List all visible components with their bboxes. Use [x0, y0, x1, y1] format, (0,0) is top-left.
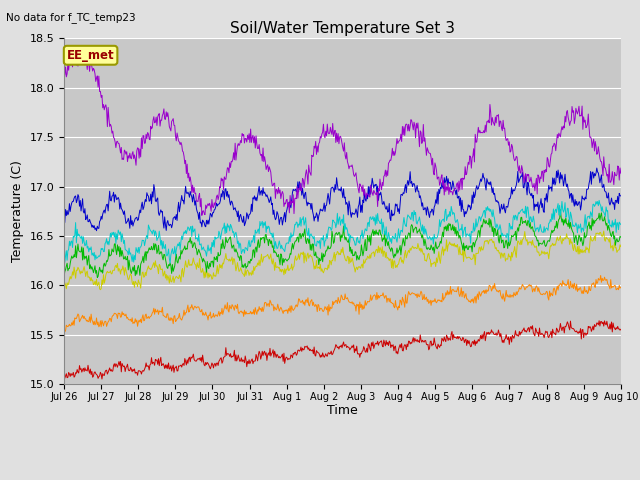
- Line: -8cm: -8cm: [64, 276, 621, 332]
- Line: +64cm: +64cm: [64, 46, 621, 216]
- +8cm: [595, 197, 603, 203]
- Y-axis label: Temperature (C): Temperature (C): [11, 160, 24, 262]
- +8cm: [127, 254, 135, 260]
- Title: Soil/Water Temperature Set 3: Soil/Water Temperature Set 3: [230, 21, 455, 36]
- Text: No data for f_TC_temp23: No data for f_TC_temp23: [6, 12, 136, 23]
- +16cm: [593, 165, 600, 171]
- +8cm: [70, 234, 78, 240]
- +2cm: [214, 250, 222, 255]
- -2cm: [617, 244, 625, 250]
- +2cm: [60, 275, 68, 280]
- +8cm: [214, 235, 221, 240]
- Line: +16cm: +16cm: [64, 168, 621, 231]
- -2cm: [60, 282, 68, 288]
- -2cm: [214, 271, 222, 276]
- +2cm: [557, 207, 564, 213]
- Line: +8cm: +8cm: [64, 200, 621, 264]
- +2cm: [93, 275, 101, 280]
- +2cm: [70, 252, 78, 258]
- Line: -16cm: -16cm: [64, 321, 621, 379]
- -16cm: [60, 374, 68, 380]
- -2cm: [600, 228, 607, 234]
- -16cm: [428, 338, 435, 344]
- +64cm: [215, 193, 223, 199]
- -8cm: [411, 291, 419, 297]
- -16cm: [185, 356, 193, 361]
- +16cm: [70, 195, 78, 201]
- -2cm: [185, 257, 193, 263]
- -8cm: [428, 302, 435, 308]
- -2cm: [97, 287, 104, 293]
- +16cm: [411, 183, 419, 189]
- -8cm: [128, 315, 136, 321]
- -2cm: [128, 279, 136, 285]
- -2cm: [70, 264, 78, 270]
- X-axis label: Time: Time: [327, 405, 358, 418]
- -16cm: [70, 374, 78, 380]
- +16cm: [185, 191, 193, 196]
- +8cm: [184, 224, 192, 230]
- +2cm: [428, 242, 435, 248]
- +64cm: [70, 55, 78, 61]
- +64cm: [185, 170, 193, 176]
- -16cm: [98, 376, 106, 382]
- +2cm: [185, 239, 193, 244]
- -8cm: [597, 273, 605, 278]
- -2cm: [411, 245, 419, 251]
- -16cm: [128, 369, 136, 374]
- -16cm: [411, 336, 419, 341]
- +16cm: [60, 222, 68, 228]
- +2cm: [411, 226, 419, 232]
- -8cm: [214, 312, 222, 317]
- -2cm: [428, 264, 435, 270]
- +8cm: [410, 208, 418, 214]
- +64cm: [412, 135, 419, 141]
- +2cm: [128, 267, 136, 273]
- +64cm: [128, 151, 136, 156]
- -8cm: [71, 315, 79, 321]
- +8cm: [426, 235, 434, 241]
- +16cm: [93, 228, 100, 234]
- +2cm: [617, 234, 625, 240]
- +8cm: [60, 261, 68, 267]
- +16cm: [128, 218, 136, 224]
- +16cm: [617, 193, 625, 199]
- +16cm: [214, 202, 222, 207]
- Text: EE_met: EE_met: [67, 49, 115, 62]
- +64cm: [617, 170, 625, 176]
- -16cm: [617, 326, 625, 332]
- +64cm: [77, 43, 85, 48]
- +64cm: [428, 162, 436, 168]
- Line: -2cm: -2cm: [64, 231, 621, 290]
- -8cm: [60, 324, 68, 330]
- Line: +2cm: +2cm: [64, 210, 621, 277]
- +16cm: [428, 209, 435, 215]
- -16cm: [595, 318, 603, 324]
- +64cm: [198, 213, 205, 218]
- +64cm: [60, 73, 68, 79]
- -8cm: [617, 285, 625, 290]
- -8cm: [185, 309, 193, 315]
- +8cm: [617, 222, 625, 228]
- -8cm: [61, 329, 68, 335]
- -16cm: [214, 362, 222, 368]
